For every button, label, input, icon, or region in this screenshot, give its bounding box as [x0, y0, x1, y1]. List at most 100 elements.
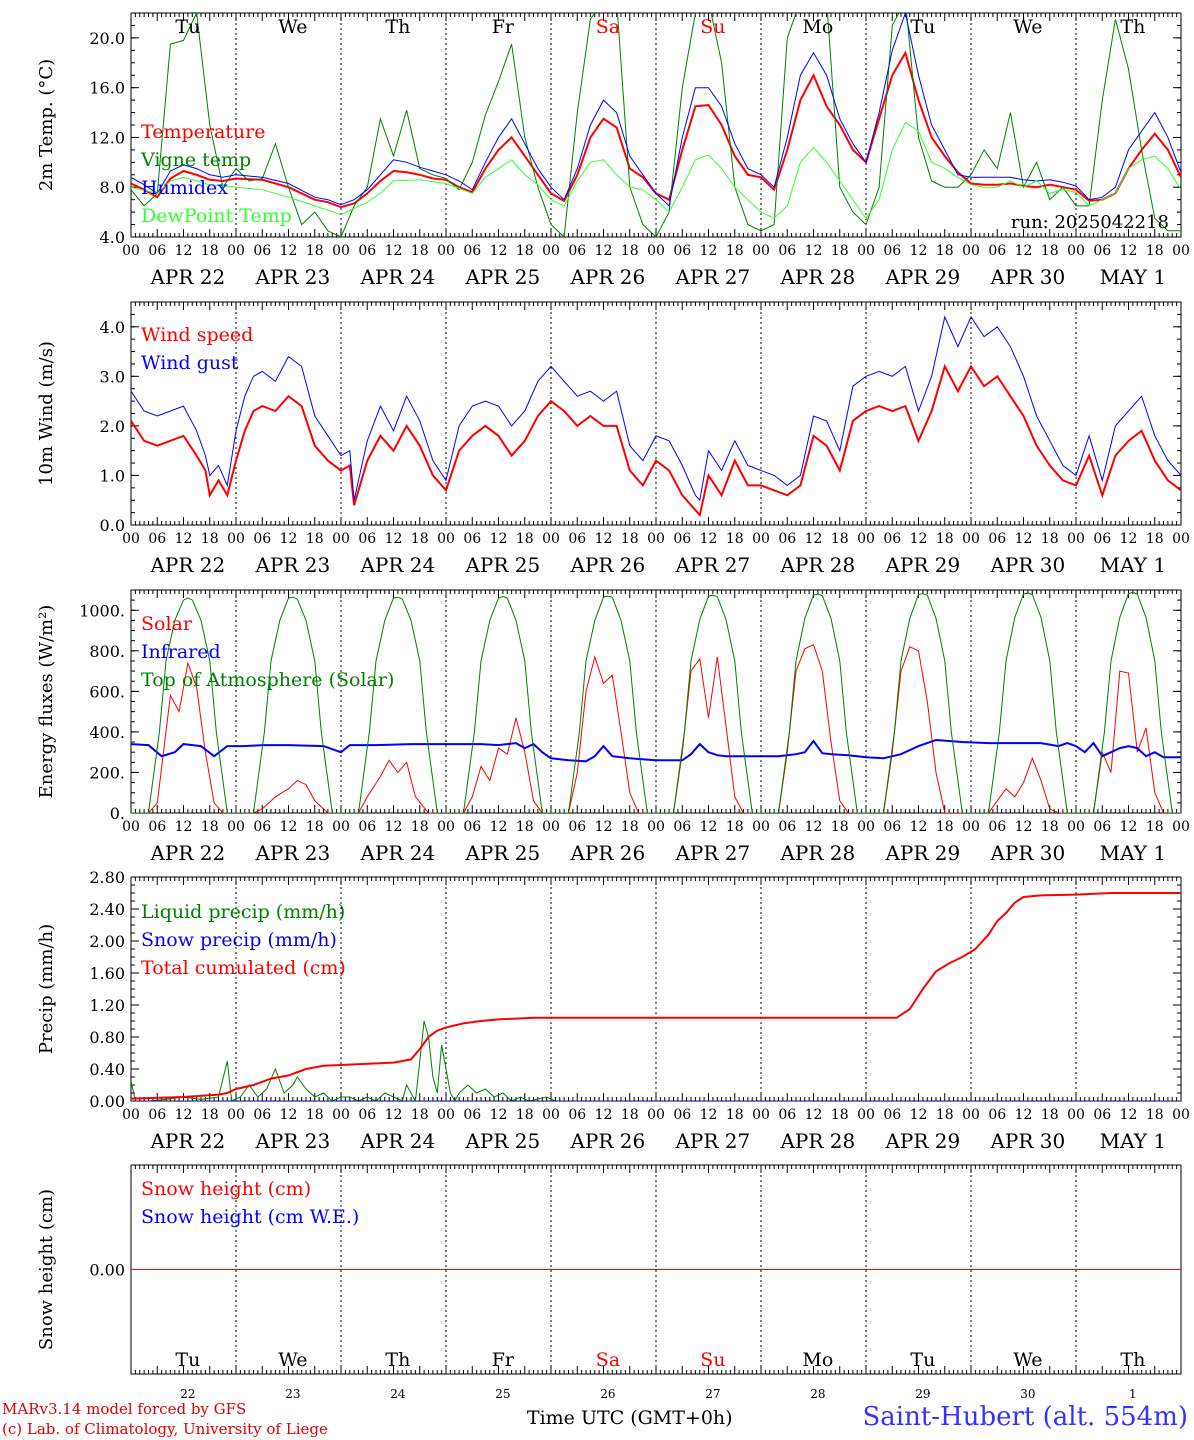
- hour-tick-label: 00: [122, 531, 140, 547]
- date-label: APR 28: [779, 553, 855, 577]
- hour-tick-label: 00: [227, 531, 245, 547]
- y-tick-label: 20.0: [89, 29, 125, 48]
- hour-tick-label: 06: [778, 1107, 796, 1123]
- date-label: APR 23: [254, 1129, 330, 1153]
- hour-tick-label: 00: [962, 819, 980, 835]
- date-label: APR 22: [149, 553, 225, 577]
- hour-tick-label: 18: [516, 819, 534, 835]
- hour-tick-label: 06: [463, 243, 481, 259]
- y-tick-label: 0.80: [89, 1028, 125, 1047]
- weekday-label: We: [278, 1349, 307, 1371]
- date-label: APR 29: [884, 841, 960, 865]
- hour-tick-label: 18: [1041, 1107, 1059, 1123]
- series-group: [131, 13, 1181, 237]
- hour-tick-label: 06: [883, 1107, 901, 1123]
- hour-tick-label: 06: [148, 243, 166, 259]
- series-liquid-precip-mm-h-: [131, 1020, 1181, 1101]
- y-tick-label: 1.60: [89, 964, 125, 983]
- panel-snow: 0.00 Snow height (cm) Snow height (cm) Snow…: [36, 1164, 1182, 1429]
- hour-tick-label: 12: [1120, 1107, 1138, 1123]
- legend-entry: Infrared: [141, 641, 221, 663]
- y-axis-label: Precip (mm/h): [36, 924, 57, 1054]
- hour-tick-label: 00: [1172, 1107, 1190, 1123]
- hour-tick-label: 18: [1146, 531, 1164, 547]
- legend-entry: Wind gust: [141, 352, 239, 374]
- day-number-label: 29: [915, 1387, 930, 1401]
- hour-tick-label: 00: [1172, 819, 1190, 835]
- y-tick-label: 800.: [89, 642, 125, 661]
- hour-tick-label: 12: [280, 819, 298, 835]
- hour-tick-label: 06: [988, 531, 1006, 547]
- hour-tick-label: 00: [542, 819, 560, 835]
- hour-tick-label: 00: [542, 531, 560, 547]
- hour-tick-label: 12: [910, 243, 928, 259]
- hour-tick-label: 00: [332, 819, 350, 835]
- y-axis-label: 10m Wind (m/s): [36, 341, 57, 486]
- hour-tick-label: 18: [936, 531, 954, 547]
- hour-tick-label: 00: [437, 1107, 455, 1123]
- hour-tick-label: 18: [936, 1107, 954, 1123]
- weekday-label: Tu: [175, 1349, 200, 1371]
- hour-tick-label: 06: [148, 1107, 166, 1123]
- y-tick-label: 0.: [110, 804, 125, 823]
- y-tick-label: 8.0: [100, 178, 125, 197]
- weekday-label: Th: [1120, 16, 1145, 38]
- hour-tick-label: 12: [595, 819, 613, 835]
- legend-entry: DewPoint Temp: [141, 205, 292, 227]
- hour-tick-label: 12: [1015, 819, 1033, 835]
- date-label: APR 26: [569, 265, 645, 289]
- hour-tick-label: 06: [1093, 819, 1111, 835]
- hour-tick-label: 00: [857, 1107, 875, 1123]
- hour-tick-label: 12: [1120, 531, 1138, 547]
- date-label: APR 27: [674, 265, 750, 289]
- hour-tick-label: 12: [385, 531, 403, 547]
- date-label: APR 30: [989, 841, 1065, 865]
- hour-tick-label: 06: [883, 243, 901, 259]
- hour-tick-label: 18: [1146, 243, 1164, 259]
- station-title: Saint-Hubert (alt. 554m): [862, 1402, 1188, 1432]
- credit-lab: (c) Lab. of Climatology, University of L…: [2, 1420, 328, 1438]
- date-label: APR 25: [464, 841, 540, 865]
- weekday-label: Sa: [596, 16, 620, 38]
- day-number-label: 22: [180, 1387, 195, 1401]
- hour-tick-label: 06: [463, 819, 481, 835]
- hour-tick-label: 00: [962, 1107, 980, 1123]
- hour-tick-label: 18: [1041, 243, 1059, 259]
- legend-entry: Vigne temp: [140, 149, 251, 171]
- hour-tick-label: 06: [358, 1107, 376, 1123]
- hour-tick-label: 00: [542, 1107, 560, 1123]
- hour-tick-label: 00: [1067, 531, 1085, 547]
- hour-tick-label: 06: [148, 819, 166, 835]
- hour-tick-label: 18: [621, 531, 639, 547]
- day-number-label: 23: [285, 1387, 300, 1401]
- y-tick-label: 0.0: [100, 516, 125, 535]
- hour-tick-label: 18: [936, 243, 954, 259]
- hour-tick-label: 12: [910, 531, 928, 547]
- y-tick-label: 2.40: [89, 900, 125, 919]
- hour-tick-label: 18: [621, 243, 639, 259]
- hour-tick-label: 12: [490, 243, 508, 259]
- hour-tick-label: 12: [280, 243, 298, 259]
- hour-tick-label: 18: [831, 531, 849, 547]
- hour-tick-label: 12: [805, 819, 823, 835]
- hour-tick-label: 18: [726, 1107, 744, 1123]
- hour-tick-label: 18: [831, 243, 849, 259]
- hour-tick-label: 12: [700, 531, 718, 547]
- hour-tick-label: 06: [883, 531, 901, 547]
- hour-tick-label: 00: [437, 819, 455, 835]
- series-group: [131, 892, 1181, 1101]
- hour-tick-label: 18: [726, 243, 744, 259]
- hour-tick-label: 18: [516, 1107, 534, 1123]
- hour-tick-label: 18: [411, 1107, 429, 1123]
- hour-tick-label: 18: [201, 819, 219, 835]
- hour-tick-label: 12: [280, 1107, 298, 1123]
- panel-precip: 0.00 0.40 0.80 1.20 1.60 2.00 2.40 2.80 Precip (…: [36, 868, 1190, 1153]
- hour-tick-label: 12: [175, 819, 193, 835]
- series-infrared: [131, 738, 1181, 763]
- weekday-label: Tu: [910, 1349, 935, 1371]
- hour-tick-label: 06: [253, 531, 271, 547]
- panel-energy: 0. 200. 400. 600. 800. 1000. Energy fluxes (W/…: [36, 589, 1190, 865]
- date-label: APR 27: [674, 841, 750, 865]
- date-label: APR 29: [884, 1129, 960, 1153]
